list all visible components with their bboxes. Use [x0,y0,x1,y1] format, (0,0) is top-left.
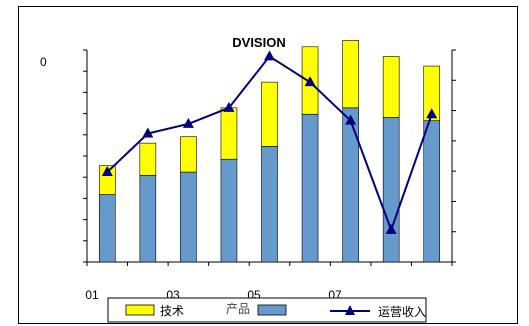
legend-marker-revenue [345,305,355,315]
legend: 技术 产品 运营收入 [107,297,427,323]
bar-product-05 [261,146,278,263]
legend-label-product: 产品 [226,302,250,316]
point-revenue-03 [182,117,194,128]
bar-product-06 [301,113,319,263]
point-revenue-02 [142,127,154,138]
point-revenue-08 [385,223,397,234]
bar-product-02 [139,174,157,263]
bar-product-04 [220,158,238,263]
point-revenue-01 [101,166,113,177]
bar-product-08 [382,117,400,263]
bar-product-03 [180,171,197,263]
legend-swatch-tech [125,304,155,316]
line-layer [101,50,438,234]
x-tick-label: 01 [85,288,99,302]
bar-tech-03 [180,136,197,173]
point-revenue-05 [264,50,275,61]
bar-tech-07 [342,40,359,109]
bar-layer [98,40,441,263]
bar-product-07 [342,107,359,263]
bar-tech-02 [139,142,157,176]
legend-swatch-product [257,304,287,316]
point-revenue-04 [223,101,235,112]
legend-label-revenue: 运营收入 [378,305,426,319]
bar-product-09 [423,120,441,263]
bar-tech-04 [220,107,238,160]
bar-tech-09 [423,65,441,121]
bar-tech-01 [98,165,116,195]
legend-label-tech: 技术 [160,304,184,318]
point-revenue-09 [426,108,438,119]
bar-tech-05 [261,81,278,147]
bar-product-01 [98,194,116,263]
left-axis-label: 0 [40,55,47,69]
point-revenue-06 [304,76,316,87]
chart-title: DVISION [232,35,285,50]
bar-tech-08 [382,56,400,118]
point-revenue-07 [345,114,357,125]
